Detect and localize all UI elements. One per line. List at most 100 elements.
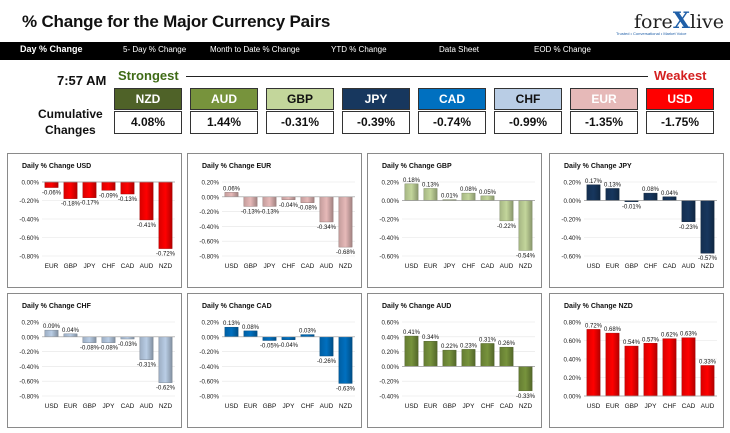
- data-label: -0.03%: [118, 342, 138, 348]
- y-tick-label: 0.00%: [381, 198, 399, 205]
- data-label: 0.01%: [441, 194, 459, 200]
- data-label: 0.08%: [242, 325, 260, 331]
- currency-value-eur: -1.35%: [570, 111, 638, 134]
- x-tick-label: EUR: [424, 403, 438, 410]
- y-tick-label: -0.40%: [561, 235, 581, 242]
- y-tick-label: -0.20%: [379, 217, 399, 224]
- chart-title: Daily % Change CAD: [202, 303, 272, 310]
- x-tick-label: NZD: [339, 263, 353, 270]
- y-tick-label: 0.00%: [381, 364, 399, 371]
- x-tick-label: GBP: [83, 403, 97, 410]
- chart-panel-eur[interactable]: Daily % Change EUR 0.20% 0.00% -0.20% -0.40%…: [187, 153, 362, 288]
- data-label: 0.33%: [699, 359, 717, 365]
- bar-usd: [404, 335, 419, 367]
- data-label: 0.62%: [661, 333, 679, 339]
- bar-gbp: [63, 181, 78, 199]
- y-tick-label: 0.40%: [563, 357, 581, 364]
- y-tick-label: 0.00%: [21, 334, 39, 341]
- data-label: 0.13%: [223, 321, 241, 327]
- x-tick-label: GBP: [244, 263, 258, 270]
- currency-value-gbp: -0.31%: [266, 111, 334, 134]
- data-label: -0.26%: [317, 359, 337, 365]
- x-tick-label: CHF: [663, 403, 676, 410]
- chart-panel-aud[interactable]: Daily % Change AUD 0.60% 0.40% 0.20% 0.00% -0…: [367, 293, 542, 428]
- currency-box-usd: USD: [646, 88, 714, 110]
- bar-eur: [605, 332, 620, 397]
- tab-eod-change[interactable]: EOD % Change: [534, 45, 591, 54]
- chart-panel-cad[interactable]: Daily % Change CAD 0.20% 0.00% -0.20% -0.40%…: [187, 293, 362, 428]
- data-label: -0.08%: [298, 206, 318, 212]
- x-tick-label: CHF: [102, 263, 115, 270]
- chart-title: Daily % Change AUD: [382, 303, 451, 310]
- bar-chf: [643, 192, 658, 201]
- y-tick-label: 0.40%: [381, 334, 399, 341]
- y-tick-label: -0.20%: [379, 379, 399, 386]
- bar-eur: [63, 333, 78, 337]
- x-tick-label: NZD: [519, 403, 533, 410]
- currency-value-usd: -1.75%: [646, 111, 714, 134]
- tab-data-sheet[interactable]: Data Sheet: [439, 45, 480, 54]
- bar-gbp: [442, 349, 457, 367]
- currency-box-jpy: JPY: [342, 88, 410, 110]
- x-tick-label: NZD: [519, 263, 533, 270]
- y-tick-label: -0.60%: [19, 235, 39, 242]
- data-label: -0.04%: [279, 343, 299, 349]
- currency-value-cad: -0.74%: [418, 111, 486, 134]
- currency-box-eur: EUR: [570, 88, 638, 110]
- data-label: -0.04%: [279, 203, 299, 209]
- tab-month-to-date-change[interactable]: Month to Date % Change: [210, 45, 300, 54]
- x-tick-label: USD: [405, 403, 419, 410]
- strength-arrow-line: [186, 76, 648, 77]
- x-tick-label: AUD: [320, 403, 334, 410]
- chart-panel-chf[interactable]: Daily % Change CHF 0.20% 0.00% -0.20% -0.40%…: [7, 293, 182, 428]
- currency-value-chf: -0.99%: [494, 111, 562, 134]
- data-label: -0.63%: [336, 386, 356, 392]
- y-tick-label: -0.40%: [379, 235, 399, 242]
- chart-panel-usd[interactable]: Daily % Change USD 0.00% -0.20% -0.40% -0.60…: [7, 153, 182, 288]
- currency-value-nzd: 4.08%: [114, 111, 182, 134]
- y-tick-label: -0.20%: [19, 349, 39, 356]
- bar-chf: [480, 343, 495, 367]
- bar-aud: [139, 181, 154, 221]
- y-tick-label: 0.00%: [21, 180, 39, 187]
- tab-day-change[interactable]: Day % Change: [20, 44, 83, 54]
- data-label: 0.23%: [460, 343, 478, 349]
- chart-title: Daily % Change CHF: [22, 303, 92, 310]
- bar-jpy: [262, 196, 277, 207]
- data-label: 0.13%: [422, 182, 440, 188]
- x-tick-label: CAD: [121, 263, 135, 270]
- y-tick-label: 0.20%: [563, 180, 581, 187]
- x-tick-label: CAD: [301, 263, 315, 270]
- tab-ytd-change[interactable]: YTD % Change: [331, 45, 387, 54]
- x-tick-label: GBP: [64, 263, 78, 270]
- y-tick-label: -0.60%: [379, 254, 399, 261]
- bar-usd: [586, 184, 601, 201]
- bar-cad: [480, 195, 495, 201]
- chart-panel-jpy[interactable]: Daily % Change JPY 0.20% 0.00% -0.20% -0.40%…: [549, 153, 724, 288]
- bar-gbp: [624, 345, 639, 397]
- y-tick-label: 0.00%: [201, 194, 219, 201]
- bar-usd: [404, 183, 419, 201]
- strongest-label: Strongest: [118, 68, 179, 83]
- x-tick-label: AUD: [682, 263, 696, 270]
- tab-5-day-change[interactable]: 5- Day % Change: [123, 45, 187, 54]
- bar-nzd: [518, 366, 533, 392]
- chart-title: Daily % Change EUR: [202, 163, 271, 170]
- x-tick-label: NZD: [339, 403, 353, 410]
- data-label: 0.72%: [585, 323, 603, 329]
- chart-panel-gbp[interactable]: Daily % Change GBP 0.20% 0.00% -0.20% -0.40%…: [367, 153, 542, 288]
- x-tick-label: CHF: [462, 263, 475, 270]
- logo-text-b: live: [689, 11, 725, 33]
- bar-jpy: [101, 336, 116, 343]
- forexlive-logo[interactable]: foreXlive Trusted • Conversational • Mar…: [612, 2, 724, 40]
- chart-panel-nzd[interactable]: Daily % Change NZD 0.80% 0.60% 0.40% 0.20% 0.…: [549, 293, 724, 428]
- currency-box-cad: CAD: [418, 88, 486, 110]
- bar-jpy: [281, 336, 296, 340]
- y-tick-label: -0.20%: [561, 217, 581, 224]
- y-tick-label: -0.60%: [199, 379, 219, 386]
- x-tick-label: JPY: [645, 403, 658, 410]
- data-label: 0.04%: [62, 328, 80, 334]
- x-tick-label: CHF: [481, 403, 494, 410]
- weakest-label: Weakest: [654, 68, 707, 83]
- bar-chf: [281, 196, 296, 200]
